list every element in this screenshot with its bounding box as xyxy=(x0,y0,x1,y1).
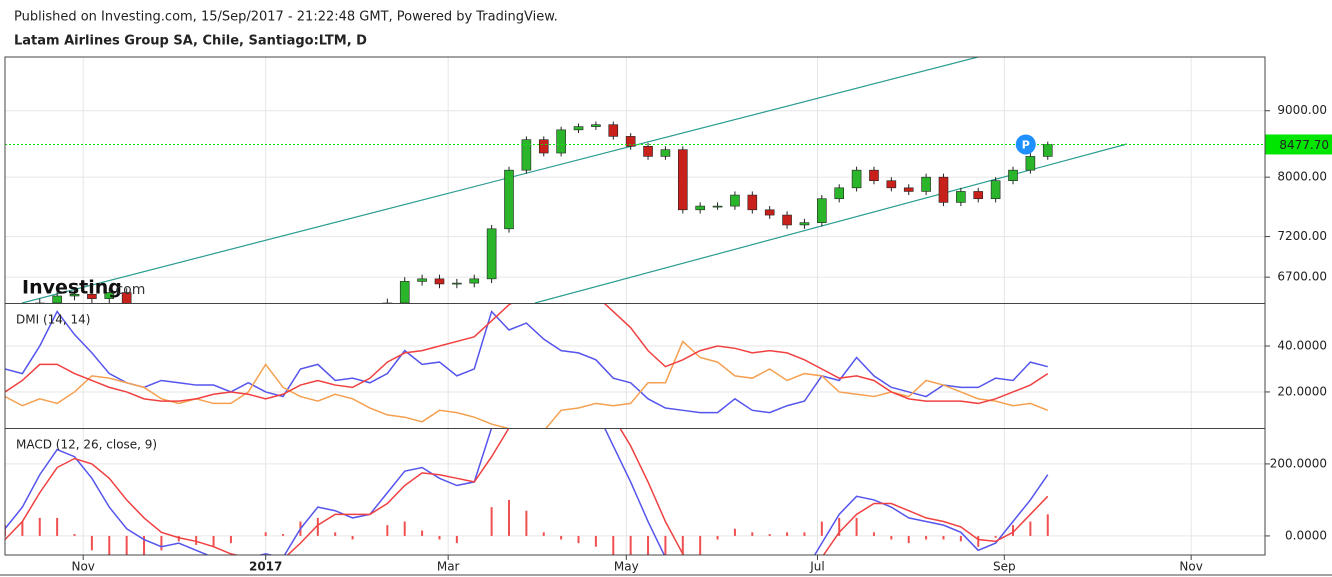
y-tick-label: 0.0000 xyxy=(1285,528,1327,542)
channel-lower xyxy=(534,143,1128,303)
x-tick-label: Nov xyxy=(1179,560,1202,574)
candle-body xyxy=(695,205,705,211)
channel-upper xyxy=(21,57,979,303)
candle-body xyxy=(1042,144,1053,157)
candle-body xyxy=(121,292,132,303)
candle-body xyxy=(209,354,218,359)
candle-body xyxy=(591,124,601,127)
candle-body xyxy=(956,191,966,203)
candle-body xyxy=(851,169,862,189)
watermark-suffix: .com xyxy=(111,282,145,298)
candle-body xyxy=(625,136,636,147)
candle-body xyxy=(817,198,827,223)
candle-body xyxy=(104,292,115,299)
last-price-label: 8477.70 xyxy=(1279,138,1329,152)
chart-title: Latam Airlines Group SA, Chile, Santiago… xyxy=(14,34,367,49)
candle-body xyxy=(834,187,845,200)
candle-body xyxy=(1025,156,1036,171)
x-tick-label: Jul xyxy=(809,560,824,574)
candle-body xyxy=(886,180,897,189)
published-note: Published on Investing.com, 15/Sep/2017 … xyxy=(14,10,558,25)
candle-body xyxy=(903,187,914,192)
candle-body xyxy=(869,169,879,182)
candle-body xyxy=(521,139,532,171)
last-price-box xyxy=(1265,134,1332,155)
marker-label: P xyxy=(1022,138,1030,151)
candle-body xyxy=(677,149,688,211)
y-tick-label: 8000.00 xyxy=(1277,170,1327,184)
candle-body xyxy=(348,325,357,330)
candle-body xyxy=(192,349,201,354)
indicator-line xyxy=(5,310,1048,414)
indicator-title: MACD (12, 26, close, 9) xyxy=(16,438,157,452)
channel xyxy=(21,57,1128,303)
candle-body xyxy=(69,293,80,297)
dmi-panel xyxy=(5,304,1049,428)
candle-body xyxy=(921,176,931,192)
watermark-brand: Investing xyxy=(22,277,122,299)
indicator-line xyxy=(5,304,1049,405)
x-tick-label: May xyxy=(614,560,639,574)
candle-body xyxy=(434,278,445,285)
price-panel: P xyxy=(5,121,1265,359)
y-tick-label: 40.0000 xyxy=(1277,339,1327,353)
y-tick-label: 200.0000 xyxy=(1270,456,1327,470)
candle-body xyxy=(1008,169,1018,182)
candle-body xyxy=(747,194,758,211)
candle-body xyxy=(226,349,235,359)
candle-body xyxy=(365,316,374,325)
x-tick-label: Nov xyxy=(71,560,94,574)
y-tick-label: 6700.00 xyxy=(1277,270,1327,284)
candle-body xyxy=(399,281,410,303)
candle-body xyxy=(782,214,792,226)
candle-body xyxy=(973,191,984,200)
candle-body xyxy=(417,278,427,282)
axes: Nov 2017 Mar May Jul Sep Nov 6700.00 7200.00 8000… xyxy=(16,103,1332,574)
indicator-title: DMI (14, 14) xyxy=(16,313,90,327)
x-tick-label: Sep xyxy=(993,560,1016,574)
candle-body xyxy=(486,228,497,280)
candle-body xyxy=(140,312,149,330)
candle-body xyxy=(382,302,393,303)
grid xyxy=(5,57,1265,555)
candle-body xyxy=(764,209,775,216)
frame xyxy=(4,56,1266,556)
candle-body xyxy=(643,146,653,157)
candle-body xyxy=(990,180,1001,200)
candle-body xyxy=(799,222,810,226)
candle-body xyxy=(331,330,340,335)
candle-body xyxy=(608,124,619,137)
y-tick-label: 7200.00 xyxy=(1277,229,1327,243)
candle-body xyxy=(469,278,480,284)
y-tick-label: 20.0000 xyxy=(1277,384,1327,398)
candle-body xyxy=(18,307,27,311)
candle-body xyxy=(556,129,566,154)
macd-panel xyxy=(5,429,1049,555)
candle-body xyxy=(573,126,584,131)
candle-body xyxy=(87,293,97,299)
candle-body xyxy=(660,149,671,157)
y-tick-label: 9000.00 xyxy=(1277,103,1327,117)
candle-body xyxy=(712,205,723,208)
candle-body xyxy=(504,169,514,230)
candle-body xyxy=(174,339,183,348)
candle-body xyxy=(313,335,322,340)
candle-body xyxy=(730,194,740,207)
candle-body xyxy=(296,339,305,344)
x-tick-label: Mar xyxy=(437,560,460,574)
indicator-line xyxy=(5,429,1049,555)
marker xyxy=(1015,134,1036,155)
candle-body xyxy=(938,176,949,203)
candle-body xyxy=(538,139,549,154)
candle-body xyxy=(452,282,462,285)
indicator-line xyxy=(5,340,1049,428)
candle-body xyxy=(52,295,62,303)
x-tick-label: 2017 xyxy=(249,560,282,574)
indicator-line xyxy=(5,429,1049,555)
candle-body xyxy=(157,330,166,339)
